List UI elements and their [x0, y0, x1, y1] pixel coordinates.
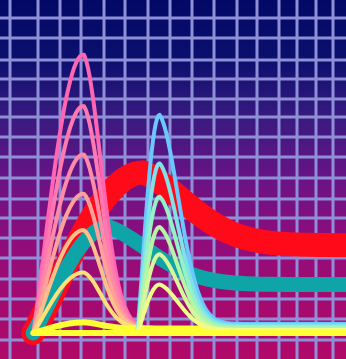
series-layer — [21, 52, 346, 345]
